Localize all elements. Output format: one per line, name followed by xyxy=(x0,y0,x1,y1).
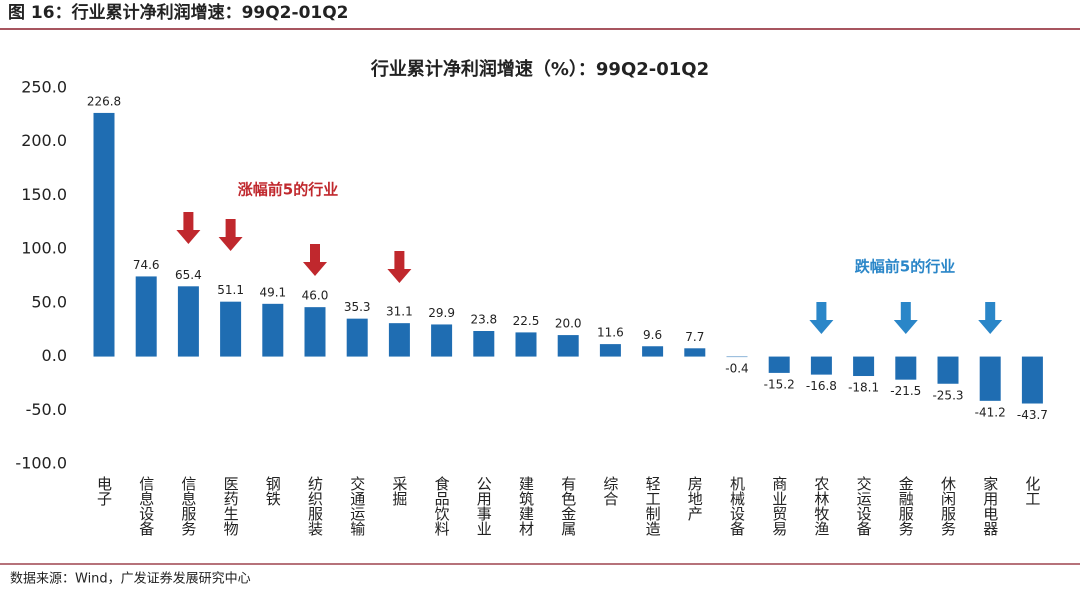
x-tick-label: 医药生物 xyxy=(222,476,240,537)
x-tick-label: 信息设备 xyxy=(137,476,155,536)
x-tick-label: 采掘 xyxy=(390,476,408,507)
x-tick-label: 化工 xyxy=(1023,476,1041,506)
data-label: 74.6 xyxy=(133,258,160,272)
data-label: 11.6 xyxy=(597,326,624,340)
x-tick-label: 食品饮料 xyxy=(433,476,451,536)
y-tick-label: 0.0 xyxy=(42,346,67,365)
bar xyxy=(726,356,748,358)
y-tick-label: -100.0 xyxy=(15,454,67,473)
data-label: 49.1 xyxy=(259,285,286,299)
x-tick-label: 交通运输 xyxy=(348,475,366,536)
data-label: -0.4 xyxy=(725,362,748,376)
y-tick-label: -50.0 xyxy=(26,400,67,419)
data-label: 46.0 xyxy=(302,289,329,303)
x-tick-label: 农林牧渔 xyxy=(812,476,830,536)
bar xyxy=(177,286,199,357)
bar xyxy=(853,356,875,377)
data-label: -43.7 xyxy=(1017,408,1048,422)
bar xyxy=(262,303,284,357)
bar xyxy=(346,318,368,357)
annotation: 跌幅前5的行业 xyxy=(855,258,955,276)
source-note: 数据来源：Wind，广发证券发展研究中心 xyxy=(10,571,251,587)
bar xyxy=(135,276,157,357)
x-tick-label: 机械设备 xyxy=(728,476,746,536)
x-tick-label: 钢铁 xyxy=(264,476,282,506)
x-tick-label: 信息服务 xyxy=(179,476,197,537)
y-tick-label: 50.0 xyxy=(31,292,67,311)
bar xyxy=(684,348,706,357)
data-label: 51.1 xyxy=(217,283,244,297)
data-label: 7.7 xyxy=(685,330,704,344)
bar xyxy=(431,324,453,357)
data-label: -16.8 xyxy=(806,379,837,393)
y-tick-label: 200.0 xyxy=(21,131,67,150)
bar xyxy=(515,332,537,357)
x-tick-label: 有色金属 xyxy=(559,476,577,536)
arrow xyxy=(303,244,327,276)
bar xyxy=(93,112,115,357)
bar xyxy=(557,335,579,357)
x-tick-label: 金融服务 xyxy=(897,476,915,537)
arrow xyxy=(978,302,1003,334)
data-label: -21.5 xyxy=(890,384,921,398)
bar xyxy=(473,331,495,357)
data-label: 226.8 xyxy=(87,94,121,108)
data-label: -41.2 xyxy=(975,405,1006,419)
data-label: -18.1 xyxy=(848,381,879,395)
bar xyxy=(937,356,959,384)
bar xyxy=(768,356,790,373)
annotation: 涨幅前5的行业 xyxy=(238,181,338,199)
data-label: 65.4 xyxy=(175,268,202,282)
y-tick-label: 250.0 xyxy=(21,78,67,97)
data-label: -15.2 xyxy=(764,377,795,391)
figure-header: 图 16：行业累计净利润增速：99Q2-01Q2 xyxy=(8,2,349,23)
x-tick-label: 交运设备 xyxy=(855,475,873,536)
bar xyxy=(599,344,621,357)
x-tick-label: 休闲服务 xyxy=(939,476,957,537)
arrow xyxy=(387,251,412,283)
x-tick-label: 家用电器 xyxy=(981,476,999,536)
data-label: 9.6 xyxy=(643,328,662,342)
x-tick-label: 轻工制造 xyxy=(644,476,662,537)
bar xyxy=(642,346,664,357)
data-label: 35.3 xyxy=(344,300,371,314)
data-label: 20.0 xyxy=(555,317,582,331)
data-label: 31.1 xyxy=(386,305,413,319)
arrow xyxy=(893,302,918,334)
data-label: 29.9 xyxy=(428,306,455,320)
y-tick-label: 100.0 xyxy=(21,239,67,258)
bar xyxy=(810,356,832,375)
arrow xyxy=(809,302,834,334)
x-tick-label: 纺织服装 xyxy=(306,476,324,536)
data-label: 23.8 xyxy=(470,313,497,327)
x-tick-label: 房地产 xyxy=(686,476,704,521)
bar xyxy=(1021,356,1043,404)
x-tick-label: 综合 xyxy=(601,476,619,506)
x-tick-label: 商业贸易 xyxy=(770,476,788,536)
arrow xyxy=(218,219,243,251)
arrow xyxy=(176,212,201,244)
bar xyxy=(388,323,410,357)
x-tick-label: 建筑建材 xyxy=(517,476,535,536)
x-tick-label: 电子 xyxy=(95,476,113,506)
y-tick-label: 150.0 xyxy=(21,185,67,204)
bar xyxy=(304,307,326,357)
data-label: -25.3 xyxy=(932,388,963,402)
bar xyxy=(220,301,242,357)
chart-title: 行业累计净利润增速（%）：99Q2-01Q2 xyxy=(370,58,709,80)
bar xyxy=(979,356,1001,401)
bar xyxy=(895,356,917,380)
data-label: 22.5 xyxy=(513,314,540,328)
x-tick-label: 公用事业 xyxy=(475,476,493,536)
